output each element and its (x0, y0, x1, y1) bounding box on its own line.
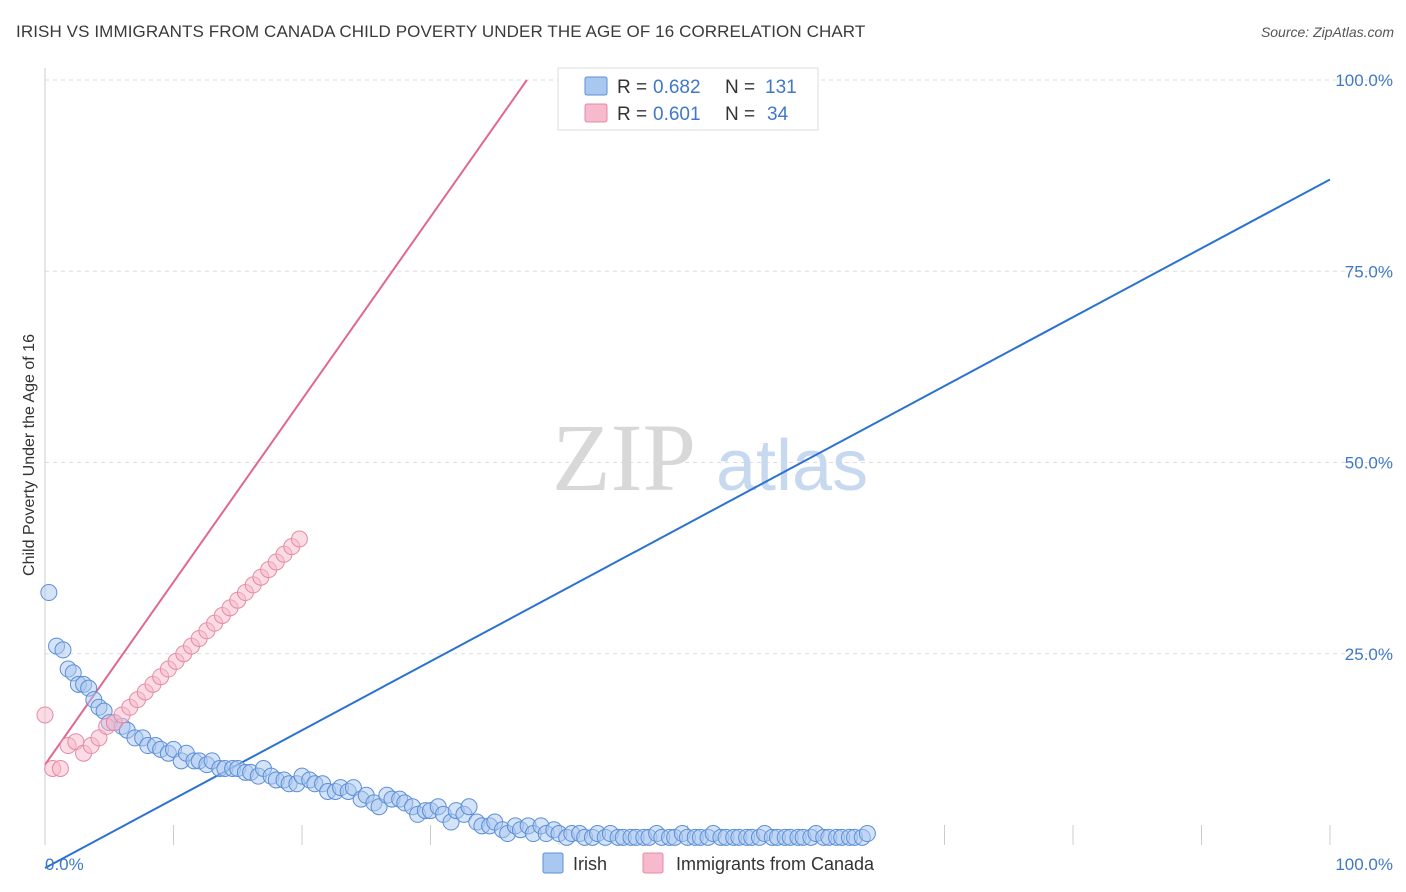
x-tick-label-0: 0.0% (45, 855, 84, 874)
x-tick-label-1: 100.0% (1335, 855, 1393, 874)
point-irish-129 (858, 825, 876, 843)
point-canada-0 (36, 706, 54, 724)
legend-r-value-irish: 0.682 (653, 77, 701, 98)
y-tick-label-2: 75.0% (1345, 262, 1393, 281)
grid-lines (45, 79, 1390, 655)
watermark-zip: ZIP (552, 404, 696, 511)
legend-box: R = 0.682 N = 131 R = 0.601 N = 34 (557, 67, 819, 131)
legend-r-label-canada: R = (617, 104, 647, 125)
bottom-legend-canada: Immigrants from Canada (676, 854, 875, 874)
watermark-atlas: atlas (716, 426, 868, 506)
source-credit: Source: ZipAtlas.com (1260, 24, 1394, 40)
y-tick-label-3: 100.0% (1335, 71, 1393, 90)
legend-r-label-irish: R = (617, 77, 647, 98)
y-tick-label-0: 25.0% (1345, 645, 1393, 664)
legend-swatch-canada (584, 103, 608, 123)
point-irish-67 (460, 798, 478, 816)
y-axis-title: Child Poverty Under the Age of 16 (21, 334, 38, 576)
point-irish-2 (54, 641, 72, 659)
point-canada-2 (51, 760, 69, 777)
bottom-legend-irish: Irish (573, 854, 607, 874)
trend-lines (44, 79, 1331, 869)
tick-labels: 25.0% 50.0% 75.0% 100.0% 0.0% 100.0% (45, 71, 1393, 874)
legend-n-value-irish: 131 (765, 77, 797, 98)
trend-line-canada (44, 79, 528, 766)
chart-title: IRISH VS IMMIGRANTS FROM CANADA CHILD PO… (16, 22, 866, 41)
legend-n-label-canada: N = (725, 104, 755, 125)
legend-n-label-irish: N = (725, 77, 755, 98)
bottom-legend-swatch-canada (642, 852, 664, 874)
point-irish-0 (40, 584, 58, 602)
bottom-legend: Irish Immigrants from Canada (542, 852, 875, 874)
legend-r-value-canada: 0.601 (653, 104, 701, 125)
legend-swatch-irish (584, 76, 608, 96)
point-canada-33 (290, 530, 308, 548)
legend-n-value-canada: 34 (767, 104, 789, 125)
bottom-legend-swatch-irish (542, 852, 564, 874)
y-tick-label-1: 50.0% (1345, 454, 1393, 473)
trend-line-irish (44, 178, 1331, 869)
data-points (36, 530, 876, 846)
